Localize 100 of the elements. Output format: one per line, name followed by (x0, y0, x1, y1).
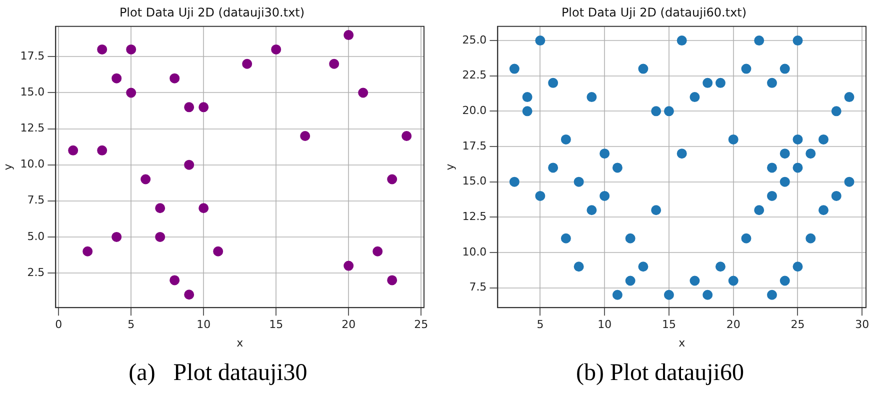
point (548, 162, 558, 173)
point (612, 162, 622, 173)
point (818, 205, 829, 216)
point (780, 176, 790, 187)
x-tick-label: 30 (855, 318, 870, 332)
point (560, 233, 571, 244)
point (831, 190, 842, 201)
point (170, 73, 180, 84)
y-tick-label: 10.0 (20, 158, 45, 171)
point (625, 233, 636, 244)
point (638, 262, 648, 272)
y-axis-title: y (443, 163, 456, 170)
y-axis-title: y (1, 163, 14, 170)
x-axis-title: x (678, 336, 686, 350)
point (184, 102, 194, 112)
y-tick-label: 7.5 (27, 194, 45, 207)
point (97, 145, 108, 156)
point (664, 290, 674, 300)
point (715, 78, 726, 88)
point (651, 205, 662, 216)
point (140, 174, 151, 184)
y-tick-label: 12.5 (20, 122, 45, 135)
point (68, 145, 78, 156)
point (522, 106, 532, 116)
x-tick-label: 10 (196, 318, 211, 332)
point (402, 130, 412, 141)
y-tick-label: 2.5 (27, 266, 45, 279)
x-tick-label: 0 (55, 318, 62, 332)
point (198, 203, 209, 214)
point (612, 290, 622, 300)
point (372, 246, 383, 256)
point (676, 36, 687, 46)
point (728, 134, 738, 144)
point (806, 233, 816, 244)
point (780, 276, 790, 286)
point (358, 88, 368, 98)
point (780, 64, 790, 74)
x-tick-label: 25 (790, 318, 805, 332)
point (676, 148, 687, 159)
y-tick-label: 7.5 (469, 280, 487, 294)
y-tick-label: 20.0 (462, 104, 487, 118)
point (112, 232, 122, 242)
point (754, 205, 764, 216)
point (806, 148, 816, 159)
point (741, 233, 752, 244)
point (271, 44, 282, 54)
point (155, 203, 166, 214)
text: (a) Plot datauji30 (128, 360, 308, 387)
x-tick-label: 25 (414, 318, 428, 332)
point (198, 102, 209, 112)
point (586, 92, 597, 102)
chart-title: Plot Data Uji 2D (datauji60.txt) (561, 5, 747, 20)
point (766, 290, 777, 300)
point (329, 58, 340, 69)
point (184, 290, 194, 300)
point (213, 246, 224, 256)
point (831, 106, 842, 116)
y-tick-label: 15.0 (462, 174, 487, 188)
point (664, 106, 674, 116)
y-tick-label: 12.5 (462, 210, 487, 224)
point (638, 64, 648, 74)
point (184, 160, 194, 170)
point (844, 176, 854, 187)
point (766, 190, 777, 201)
point (509, 176, 520, 187)
point (509, 64, 520, 74)
point (548, 78, 558, 88)
point (387, 174, 398, 184)
point (97, 44, 108, 54)
point (651, 106, 662, 116)
y-tick-label: 17.5 (462, 139, 487, 152)
point (126, 88, 136, 98)
point (344, 260, 354, 271)
point (574, 262, 584, 272)
point (766, 78, 777, 88)
y-tick-label: 22.5 (462, 68, 487, 82)
y-tick-label: 15.0 (20, 86, 45, 99)
text: (b) Plot datauji60 (576, 360, 744, 387)
point (600, 190, 610, 201)
x-tick-label: 15 (269, 318, 284, 332)
x-tick-label: 10 (598, 318, 612, 332)
point (344, 30, 354, 40)
chart-title: Plot Data Uji 2D (datauji30.txt) (119, 5, 305, 20)
x-tick-label: 20 (726, 318, 740, 332)
point (155, 232, 166, 242)
point (170, 275, 180, 286)
point (766, 162, 777, 173)
point (387, 275, 398, 286)
point (574, 176, 584, 187)
point (535, 36, 546, 46)
point (690, 276, 700, 286)
y-tick-label: 25.0 (462, 33, 487, 46)
point (741, 64, 752, 74)
point (702, 78, 713, 88)
point (625, 276, 636, 286)
point (690, 92, 700, 102)
point (792, 36, 803, 46)
y-tick-label: 17.5 (20, 50, 45, 63)
point (715, 262, 726, 272)
point (535, 190, 546, 201)
